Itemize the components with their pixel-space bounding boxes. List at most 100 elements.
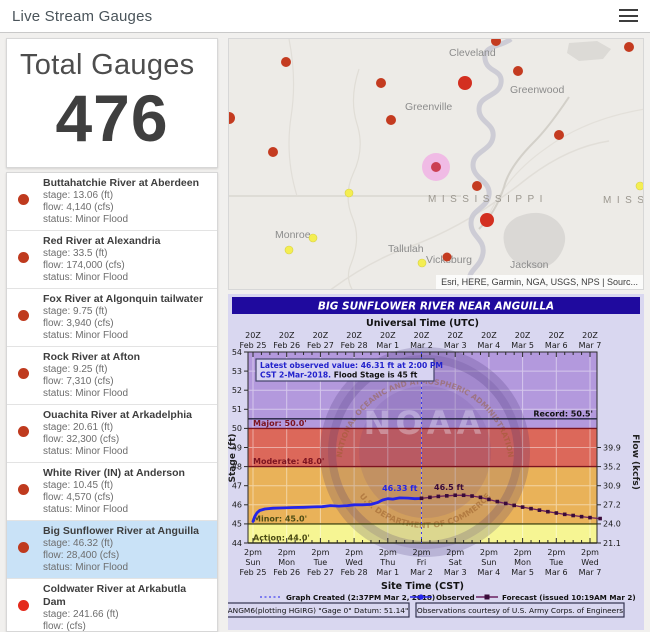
svg-text:2pm: 2pm: [244, 548, 262, 557]
zone-minor-band: [248, 523, 597, 543]
gauge-flow: flow: 28,400 (cfs): [43, 550, 120, 561]
gauge-list: Buttahatchie River at Aberdeen stage: 13.…: [6, 172, 218, 632]
map-gauge-dot-red[interactable]: [442, 252, 452, 262]
hydrograph-panel: NATIONAL OCEANIC AND ATMOSPHERIC ADMINIS…: [228, 294, 644, 630]
svg-text:CST 2-Mar-2018. Flood Stage is: CST 2-Mar-2018. Flood Stage is 45 ft: [260, 371, 418, 380]
svg-text:Sat: Sat: [449, 558, 462, 567]
gauge-list-item[interactable]: Fox River at Algonquin tailwater stage: 9…: [7, 289, 217, 347]
svg-text:2pm: 2pm: [547, 548, 565, 557]
svg-text:Mar 7: Mar 7: [579, 568, 602, 577]
svg-text:Mar 5: Mar 5: [511, 341, 534, 350]
map-gauge-dot-red[interactable]: [229, 112, 235, 124]
svg-text:20Z: 20Z: [279, 331, 295, 340]
map-gauge-dot-yellow[interactable]: [284, 245, 294, 255]
forecast-marker: [529, 506, 533, 511]
forecast-marker: [598, 516, 602, 521]
forecast-marker: [419, 496, 424, 501]
svg-text:Mar 4: Mar 4: [478, 341, 501, 350]
forecast-marker: [520, 505, 525, 509]
map-gauge-dot-red[interactable]: [376, 78, 386, 88]
gauge-status-dot: [18, 542, 29, 553]
svg-text:2pm: 2pm: [278, 548, 296, 557]
flood-zones: [248, 352, 597, 543]
refline-label: Minor: 45.0': [253, 514, 307, 523]
map-gauge-dot-red[interactable]: [472, 181, 482, 191]
total-gauges-value: 476: [55, 81, 169, 155]
svg-text:Mar 4: Mar 4: [478, 568, 501, 577]
svg-text:44: 44: [232, 539, 242, 548]
svg-text:Mon: Mon: [278, 558, 295, 567]
map-panel[interactable]: MISSISSIPPI MISSISS Cleveland Greenville Gre…: [228, 38, 644, 290]
svg-text:Tue: Tue: [313, 558, 328, 567]
gauge-list-item[interactable]: White River (IN) at Anderson stage: 10.45…: [7, 463, 217, 521]
svg-text:NOAA: NOAA: [364, 404, 487, 442]
axis-ticks: [244, 351, 601, 544]
gauge-list-item[interactable]: Ouachita River at Arkadelphia stage: 20.6…: [7, 405, 217, 463]
svg-text:Feb 26: Feb 26: [273, 568, 300, 577]
map-city-label: Greenville: [405, 101, 452, 113]
gauge-list-item[interactable]: Red River at Alexandria stage: 33.5 (ft) f…: [7, 231, 217, 289]
svg-text:Latest observed value: 46.31 f: Latest observed value: 46.31 ft at 2:00 …: [260, 361, 443, 370]
svg-text:21.1: 21.1: [603, 539, 621, 548]
map-gauge-dot-red[interactable]: [554, 130, 564, 140]
gauge-list-item[interactable]: Coldwater River at Arkabutla Dam stage: 2…: [7, 579, 217, 632]
map-gauge-dot-red[interactable]: [281, 57, 291, 67]
gauge-status: status: Minor Flood: [43, 504, 129, 515]
forecast-marker: [512, 503, 516, 508]
map-gauge-dot-yellow[interactable]: [344, 188, 354, 198]
map-selected-gauge-highlight[interactable]: [422, 153, 450, 181]
refline-label: Record: 50.5': [533, 409, 593, 418]
gauge-flow: flow: (cfs): [43, 621, 86, 632]
gauge-list-item[interactable]: Rock River at Afton stage: 9.25 (ft) flow:…: [7, 347, 217, 405]
svg-text:54: 54: [232, 348, 242, 357]
map-gauge-dot-red[interactable]: [513, 66, 523, 76]
map-gauge-dot-yellow[interactable]: [308, 233, 318, 243]
svg-text:20Z: 20Z: [313, 331, 329, 340]
map-labels: MISSISSIPPI MISSISS Cleveland Greenville Gre…: [275, 47, 643, 271]
total-gauges-label: Total Gauges: [20, 49, 195, 81]
gauge-status-dot: [18, 600, 29, 611]
map-gauge-dot-yellow[interactable]: [635, 181, 644, 191]
svg-text:Tue: Tue: [548, 558, 563, 567]
svg-text:48: 48: [232, 462, 242, 471]
gauge-stage: stage: 9.25 (ft): [43, 364, 108, 375]
svg-text:2pm: 2pm: [480, 548, 498, 557]
svg-text:Thu: Thu: [379, 558, 395, 567]
svg-text:20Z: 20Z: [515, 331, 531, 340]
svg-text:20Z: 20Z: [346, 331, 362, 340]
bottom-axis-title: Site Time (CST): [381, 581, 464, 592]
gauge-name: Ouachita River at Arkadelphia: [43, 409, 192, 421]
page-title: Live Stream Gauges: [12, 7, 153, 25]
map-canvas[interactable]: MISSISSIPPI MISSISS Cleveland Greenville Gre…: [229, 39, 644, 290]
map-gauge-dot-red[interactable]: [386, 115, 396, 125]
map-gauge-dot-red[interactable]: [268, 147, 278, 157]
gauge-name: Rock River at Afton: [43, 351, 141, 363]
refline-label: Major: 50.0': [253, 419, 307, 428]
gauge-status: status: Minor Flood: [43, 388, 129, 399]
gauge-flow: flow: 3,940 (cfs): [43, 318, 114, 329]
refline-label: Moderate: 48.0': [253, 457, 324, 466]
svg-text:Feb 28: Feb 28: [341, 341, 368, 350]
forecast-marker: [546, 509, 550, 514]
svg-text:Feb 25: Feb 25: [240, 341, 267, 350]
svg-text:Mar 1: Mar 1: [376, 568, 399, 577]
svg-text:39.9: 39.9: [603, 443, 621, 452]
zone-major-band: [248, 428, 597, 467]
map-gauge-dot-red[interactable]: [458, 76, 472, 90]
map-gauge-dot-red[interactable]: [624, 42, 634, 52]
svg-text:2pm: 2pm: [514, 548, 532, 557]
hamburger-menu-icon[interactable]: [619, 9, 638, 24]
gauge-list-item[interactable]: Big Sunflower River at Anguilla stage: 46…: [7, 521, 217, 579]
gauge-flow: flow: 32,300 (cfs): [43, 434, 120, 445]
chart-title: BIG SUNFLOWER RIVER NEAR ANGUILLA: [318, 301, 554, 313]
svg-text:Mar 6: Mar 6: [545, 341, 568, 350]
svg-text:2pm: 2pm: [581, 548, 599, 557]
map-gauge-dot-red[interactable]: [480, 213, 494, 227]
map-gauge-dot-yellow[interactable]: [417, 258, 427, 268]
map-gauge-dot-red[interactable]: [491, 39, 501, 46]
gauge-list-item[interactable]: Buttahatchie River at Aberdeen stage: 13.…: [7, 173, 217, 231]
svg-text:20Z: 20Z: [582, 331, 598, 340]
svg-text:Forecast (issued 10:19AM Mar 2: Forecast (issued 10:19AM Mar 2): [502, 593, 636, 602]
svg-text:Mar 1: Mar 1: [376, 341, 399, 350]
forecast-marker: [487, 497, 491, 502]
